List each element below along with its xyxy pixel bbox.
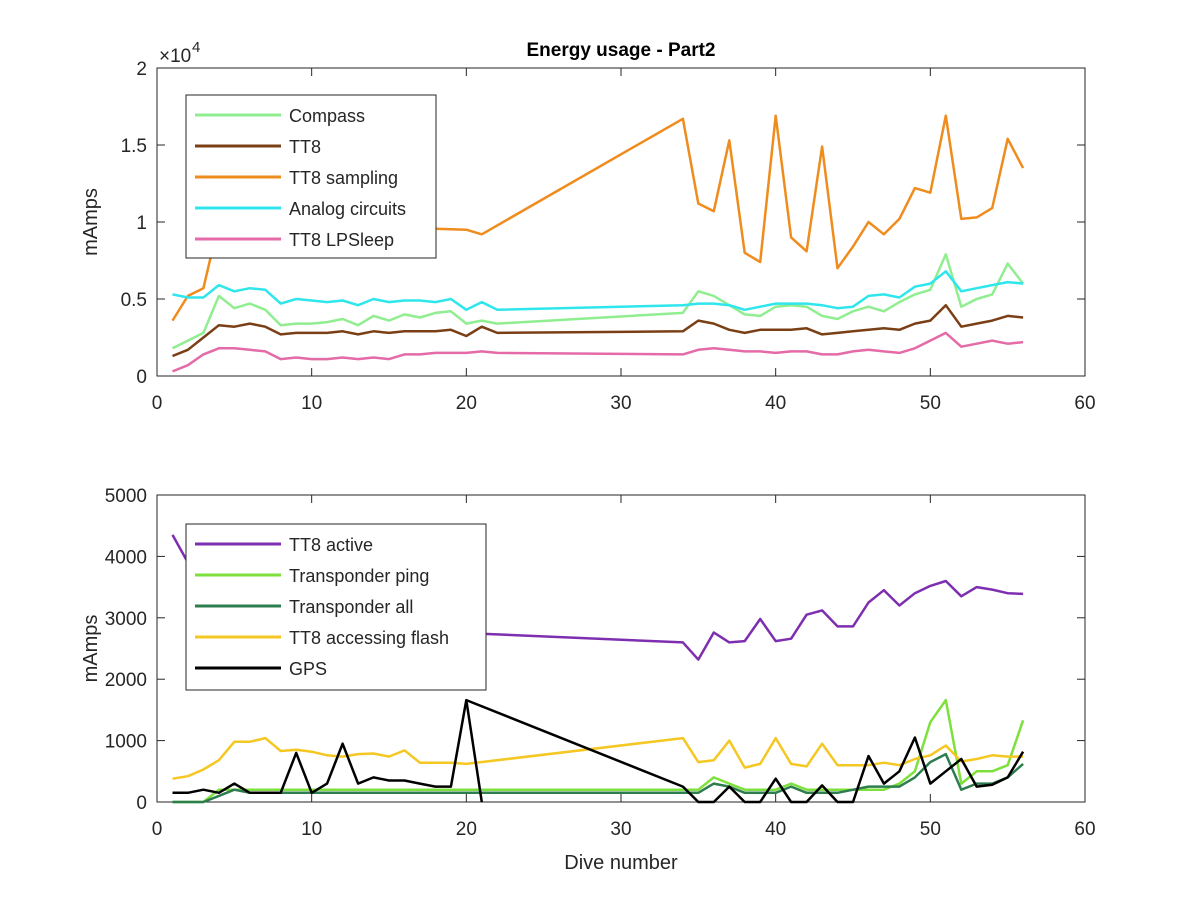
x-tick-label: 0 xyxy=(152,393,163,414)
series-line xyxy=(172,270,1024,312)
legend-label: Transponder all xyxy=(289,597,413,617)
x-tick-label: 60 xyxy=(1074,819,1095,840)
y-axis-label: mAmps xyxy=(80,615,102,683)
y-tick-label: 0 xyxy=(136,367,147,388)
x-tick-label: 30 xyxy=(610,393,631,414)
y-axis-label: mAmps xyxy=(80,188,102,256)
legend-label: TT8 xyxy=(289,137,321,157)
x-tick-label: 10 xyxy=(301,819,322,840)
x-tick-label: 20 xyxy=(456,393,477,414)
y-tick-label: 1.5 xyxy=(121,136,147,157)
x-tick-label: 30 xyxy=(610,819,631,840)
y-tick-label: 2000 xyxy=(105,670,147,691)
series-line xyxy=(171,114,1025,322)
x-tick-label: 50 xyxy=(920,819,941,840)
x-axis-label: Dive number xyxy=(564,852,678,874)
series-line xyxy=(172,303,1024,358)
series-line xyxy=(172,698,1025,804)
y-tick-label: 4000 xyxy=(105,547,147,568)
x-tick-label: 60 xyxy=(1074,393,1095,414)
legend-label: TT8 active xyxy=(289,535,373,555)
legend-label: TT8 LPSleep xyxy=(289,230,394,250)
legend-label: Transponder ping xyxy=(289,566,429,586)
x-tick-label: 40 xyxy=(765,393,786,414)
plot-1 xyxy=(156,67,1086,377)
chart-title: Energy usage - Part2 xyxy=(526,40,715,61)
y-tick-label: 3000 xyxy=(105,609,147,630)
y-tick-label: 0 xyxy=(136,793,147,814)
y-tick-label: 1 xyxy=(136,213,147,234)
y-exponent-power: 4 xyxy=(192,39,200,56)
y-tick-label: 0.5 xyxy=(121,290,147,311)
legend-label: Compass xyxy=(289,106,365,126)
series-line xyxy=(465,699,484,803)
legend-label: GPS xyxy=(289,659,327,679)
series-line xyxy=(172,698,1025,804)
x-tick-label: 10 xyxy=(301,393,322,414)
plot-2 xyxy=(156,494,1086,804)
x-tick-label: 50 xyxy=(920,393,941,414)
legend-label: Analog circuits xyxy=(289,199,406,219)
y-exponent-label: ×10 xyxy=(159,46,191,67)
y-tick-label: 2 xyxy=(136,59,147,80)
legend-label: TT8 sampling xyxy=(289,168,398,188)
y-tick-label: 1000 xyxy=(105,732,147,753)
series-line xyxy=(171,253,1025,350)
series-line xyxy=(171,534,1024,661)
x-tick-label: 0 xyxy=(152,819,163,840)
y-tick-label: 5000 xyxy=(105,486,147,507)
x-tick-label: 20 xyxy=(456,819,477,840)
series-line xyxy=(172,736,1024,780)
legend-label: TT8 accessing flash xyxy=(289,628,449,648)
series-line xyxy=(172,331,1024,373)
x-tick-label: 40 xyxy=(765,819,786,840)
series-line xyxy=(172,752,1024,804)
